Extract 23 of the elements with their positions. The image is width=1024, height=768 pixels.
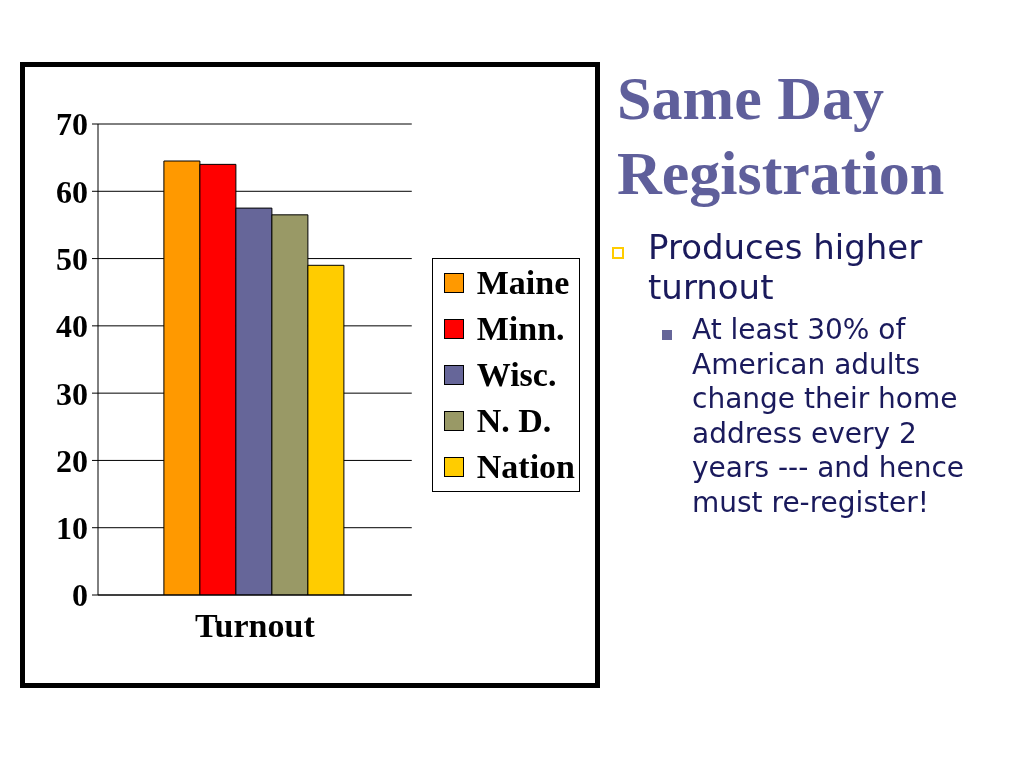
y-tick-label: 70	[56, 106, 88, 143]
y-tick-label: 30	[56, 375, 88, 412]
legend-label: N. D.	[476, 402, 552, 440]
bar	[199, 163, 237, 595]
y-tick-label: 60	[56, 173, 88, 210]
bar	[163, 160, 201, 595]
text: At least 30% of American adults change their home address every 2 years --- and hence must re-register!	[692, 313, 966, 520]
x-tick-label: Turnout	[195, 607, 316, 645]
legend-label: Nation	[476, 448, 575, 486]
legend-label: Minn.	[476, 310, 565, 348]
text: Produces higher turnout	[648, 227, 924, 307]
bar	[235, 207, 273, 595]
legend-label: Wisc.	[476, 356, 557, 394]
y-tick-label: 20	[56, 442, 88, 479]
legend-label: Maine	[476, 264, 570, 302]
text: Same Day Registration	[617, 63, 946, 209]
y-tick-label: 0	[72, 577, 88, 614]
y-tick-label: 50	[56, 240, 88, 277]
y-tick-label: 10	[56, 510, 88, 547]
bar	[307, 264, 345, 595]
bar	[271, 214, 309, 595]
chart-frame: Maine Minn. Wisc. N. D. Nation Turnout 0 10 20 30 40 50 60 70	[20, 62, 600, 688]
y-tick-label: 40	[56, 308, 88, 345]
